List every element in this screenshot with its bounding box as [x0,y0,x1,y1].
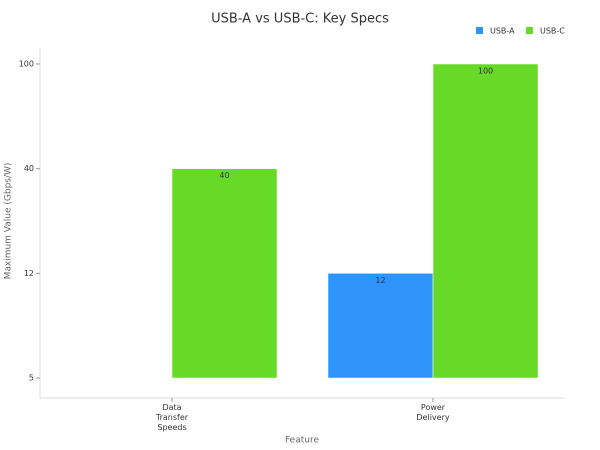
chart-title: USB-A vs USB-C: Key Specs [211,12,389,27]
bar-value-label: 100 [478,67,493,76]
x-tick-label: Power Delivery [416,403,449,422]
y-tick-label: 100 [19,60,34,69]
bar [432,63,539,379]
legend-label: USB-A [490,27,515,36]
bar-value-label: 40 [219,171,229,180]
legend-swatch [476,27,483,34]
x-axis-title: Feature [285,436,319,446]
y-axis-title: Maximum Value (Gbps/W) [4,163,14,280]
y-tick-label: 12 [24,269,34,278]
x-tick-label: Data Transfer Speeds [155,403,189,432]
y-tick-label: 5 [29,374,34,383]
bar [327,273,434,379]
y-tick-label: 40 [24,164,34,173]
bar-value-label: 12 [375,276,385,285]
legend-label: USB-C [540,27,565,36]
bar [171,168,278,379]
legend-swatch [526,27,533,34]
